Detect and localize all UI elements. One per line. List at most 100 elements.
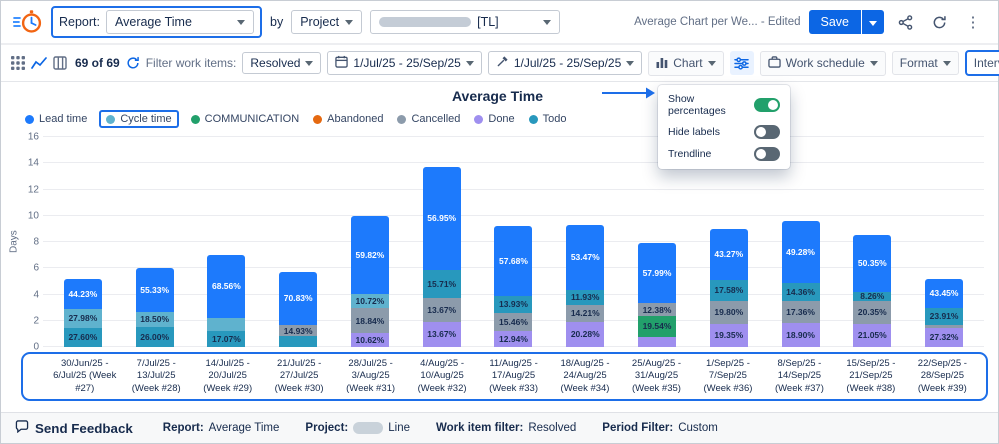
stacked-bar-week-35[interactable]: 19.54% 12.38% 57.99% xyxy=(638,243,676,347)
report-select-value: Average Time xyxy=(115,15,192,29)
legend-item-done[interactable]: Done xyxy=(474,113,515,125)
x-axis-annotation-box: 30/Jun/25 - 6/Jul/25 (Week #27) 7/Jul/25 … xyxy=(21,352,988,402)
segment-percent-label: 14.21% xyxy=(570,308,600,319)
work-schedule-label: Work schedule xyxy=(785,56,865,70)
stacked-bar-week-37[interactable]: 18.90% 17.36% 14.36% 49.28% xyxy=(781,221,820,347)
bar-segment-done: 20.28% xyxy=(566,322,605,347)
footer-item-label: Work item filter: xyxy=(436,422,524,434)
plot-column: 27.60% 27.98% 44.23% 26.00% 18.50% 55.33% 17.0… xyxy=(21,132,988,402)
stacked-bar-week-33[interactable]: 12.94% 15.46% 13.93% 57.68% xyxy=(494,226,533,347)
redacted-value xyxy=(353,422,384,434)
stacked-bar-week-36[interactable]: 19.35% 19.80% 17.58% 43.27% xyxy=(709,229,748,347)
show-percentages-toggle[interactable] xyxy=(754,98,780,112)
redacted-project-name xyxy=(379,17,472,27)
segment-percent-label: 20.28% xyxy=(570,329,600,340)
bar-segment-lead-time: 68.56% xyxy=(207,255,246,319)
segment-percent-label: 27.32% xyxy=(929,332,959,343)
popover-option-show-percentages: Show percentages xyxy=(658,89,790,121)
status-filter-select[interactable]: Resolved xyxy=(242,52,322,74)
legend-item-abandoned[interactable]: Abandoned xyxy=(313,113,383,125)
save-options-button[interactable] xyxy=(862,10,884,34)
document-edited-badge: - Edited xyxy=(760,16,801,28)
document-title: Average Chart per We... - Edited xyxy=(634,16,800,28)
bar-segment-todo: 17.07% xyxy=(207,331,246,347)
cancelled-swatch-icon xyxy=(397,114,407,124)
legend-item-communication[interactable]: COMMUNICATION xyxy=(190,113,300,125)
bar-segment-lead-time: 56.95% xyxy=(422,167,461,270)
stacked-bar-week-29[interactable]: 17.07% 68.56% xyxy=(207,255,246,347)
bar-segment-cancelled: 14.21% xyxy=(566,304,605,323)
annotation-arrow-icon xyxy=(602,87,655,99)
hide-labels-toggle[interactable] xyxy=(754,125,780,139)
calendar-icon xyxy=(335,55,349,71)
bar-segment-cycle-time: 10.72% xyxy=(350,294,389,309)
x-axis-label-week-33: 11/Aug/25 - 17/Aug/25 (Week #33) xyxy=(489,358,539,394)
stacked-bar-week-32[interactable]: 13.67% 13.67% 15.71% 56.95% xyxy=(422,167,461,347)
legend-item-todo[interactable]: Todo xyxy=(528,113,567,125)
stacked-bar-week-27[interactable]: 27.60% 27.98% 44.23% xyxy=(63,278,102,347)
segment-percent-label: 26.00% xyxy=(140,331,170,342)
refresh-icon[interactable] xyxy=(126,51,140,75)
segment-percent-label: 14.93% xyxy=(283,325,313,336)
legend-label: COMMUNICATION xyxy=(204,113,300,125)
segment-percent-label: 8.26% xyxy=(860,290,885,301)
work-schedule-button[interactable]: Work schedule xyxy=(759,50,886,76)
format-label: Format xyxy=(899,56,938,70)
stacked-bar-week-38[interactable]: 21.05% 20.35% 8.26% 50.35% xyxy=(853,235,892,347)
send-feedback-button[interactable]: Send Feedback xyxy=(15,420,133,436)
footer-item-project: Project: Line xyxy=(305,422,410,434)
more-menu-icon[interactable]: ⋮ xyxy=(960,9,986,35)
bar-segment-lead-time: 57.68% xyxy=(494,226,533,296)
y-tick-label: 16 xyxy=(27,131,39,143)
board-view-icon[interactable] xyxy=(53,51,67,75)
legend-item-lead-time[interactable]: Lead time xyxy=(25,113,87,125)
popover-option-label: Trendline xyxy=(668,148,712,160)
refresh-circle-icon[interactable] xyxy=(926,9,952,35)
bar-slot: 19.35% 19.80% 17.58% 43.27% xyxy=(693,229,765,347)
group-by-select[interactable]: Project xyxy=(291,10,363,34)
bar-segment-cancelled: 14.93% xyxy=(279,325,318,337)
legend-item-cycle-time[interactable]: Cycle time xyxy=(99,110,179,128)
stacked-bar-week-34[interactable]: 20.28% 14.21% 11.93% 53.47% xyxy=(566,225,605,347)
stacked-bar-week-39[interactable]: 27.32% 23.91% 43.45% xyxy=(925,278,964,347)
trendline-toggle[interactable] xyxy=(754,147,780,161)
chevron-down-icon xyxy=(942,60,951,66)
chevron-down-icon xyxy=(305,60,314,66)
interval-annotation-box: Interval xyxy=(964,50,999,76)
bar-slot: 10.62% 18.84% 10.72% 59.82% xyxy=(334,215,406,347)
segment-percent-label: 12.94% xyxy=(499,333,528,344)
briefcase-icon xyxy=(767,55,781,71)
stacked-bar-week-28[interactable]: 26.00% 18.50% 55.33% xyxy=(135,268,174,347)
footer-items: Report: Average Time Project: Line Work item… xyxy=(163,422,718,434)
stacked-bar-week-31[interactable]: 10.62% 18.84% 10.72% 59.82% xyxy=(350,215,389,347)
segment-percent-label: 18.50% xyxy=(140,314,170,324)
save-button[interactable]: Save xyxy=(808,10,861,34)
line-chart-view-icon[interactable] xyxy=(31,51,47,75)
share-icon[interactable] xyxy=(892,9,918,35)
date-range-select[interactable]: 1/Jul/25 - 25/Sep/25 xyxy=(327,51,482,75)
period-select[interactable]: 1/Jul/25 - 25/Sep/25 xyxy=(487,51,643,75)
format-button[interactable]: Format xyxy=(891,51,959,75)
segment-percent-label: 43.27% xyxy=(714,249,744,260)
chart-settings-icon[interactable] xyxy=(729,51,754,75)
chart-type-button[interactable]: Chart xyxy=(648,50,724,76)
project-select[interactable]: [TL] xyxy=(370,10,561,34)
y-tick-label: 0 xyxy=(33,341,39,353)
x-axis-label-week-34: 18/Aug/25 - 24/Aug/25 (Week #34) xyxy=(560,358,610,394)
stacked-bar-week-30[interactable]: 14.93% 70.83% xyxy=(279,272,318,347)
legend-label: Cycle time xyxy=(120,113,172,125)
segment-percent-label: 57.99% xyxy=(642,268,672,279)
segment-percent-label: 17.36% xyxy=(786,307,815,318)
segment-percent-label: 13.93% xyxy=(499,299,528,310)
bar-segment-cycle-time: 18.50% xyxy=(135,311,174,327)
grid-view-icon[interactable] xyxy=(11,51,25,75)
legend-item-cancelled[interactable]: Cancelled xyxy=(397,113,460,125)
popover-option-label: Show percentages xyxy=(668,93,726,117)
segment-percent-label: 49.28% xyxy=(786,246,815,257)
bar-segment-todo: 23.91% xyxy=(925,308,964,325)
cycle-time-swatch-icon xyxy=(106,114,116,124)
interval-button[interactable]: Interval xyxy=(966,52,999,74)
segment-percent-label: 59.82% xyxy=(355,249,385,260)
report-select[interactable]: Average Time xyxy=(106,10,254,34)
